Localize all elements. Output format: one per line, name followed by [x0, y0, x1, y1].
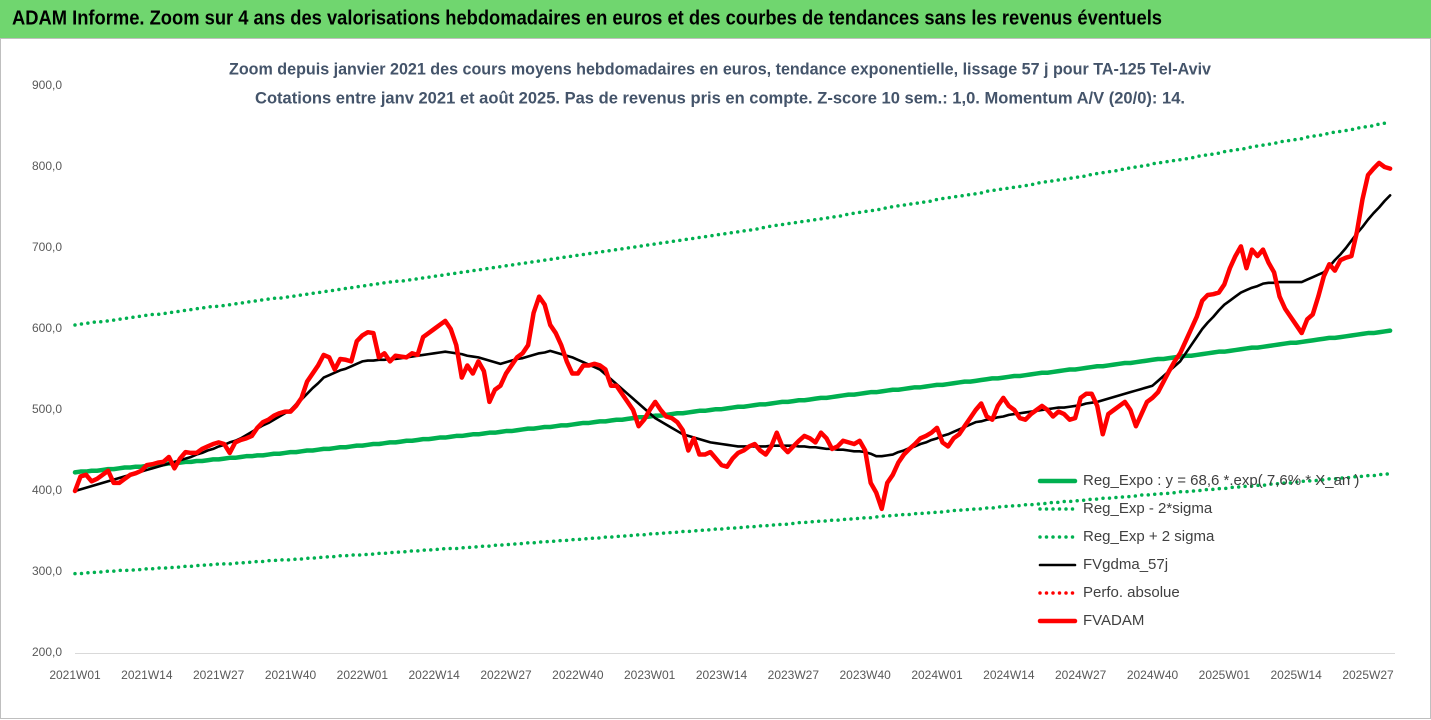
- x-tick-label: 2024W14: [983, 668, 1035, 682]
- legend-label: Reg_Expo : y = 68,6 *.exp( 7,6% * X_an ): [1083, 472, 1359, 489]
- series-line: [72, 160, 1393, 512]
- y-tick-label: 500,0: [32, 402, 62, 416]
- x-tick-label: 2025W01: [1199, 668, 1251, 682]
- x-tick-label: 2023W27: [768, 668, 820, 682]
- x-tick-label: 2025W27: [1342, 668, 1394, 682]
- legend-label: Perfo. absolue: [1083, 584, 1180, 601]
- y-tick-label: 300,0: [32, 564, 62, 578]
- chart-subtitle: Cotations entre janv 2021 et août 2025. …: [255, 88, 1185, 107]
- x-tick-label: 2024W27: [1055, 668, 1107, 682]
- y-tick-label: 700,0: [32, 240, 62, 254]
- x-tick-label: 2023W40: [839, 668, 891, 682]
- title-banner: [0, 0, 1431, 38]
- x-tick-label: 2021W01: [49, 668, 101, 682]
- legend-label: FVADAM: [1083, 612, 1144, 629]
- legend-label: Reg_Exp - 2*sigma: [1083, 500, 1213, 517]
- legend-label: Reg_Exp + 2 sigma: [1083, 528, 1215, 545]
- x-tick-label: 2021W14: [121, 668, 173, 682]
- chart-subtitle: Zoom depuis janvier 2021 des cours moyen…: [229, 59, 1212, 78]
- y-tick-label: 900,0: [32, 78, 62, 92]
- series-line: [73, 194, 1392, 493]
- chart-frame: [0, 38, 1431, 719]
- x-tick-label: 2021W40: [265, 668, 317, 682]
- y-tick-label: 200,0: [32, 645, 62, 659]
- x-tick-label: 2023W14: [696, 668, 748, 682]
- x-tick-label: 2021W27: [193, 668, 245, 682]
- x-tick-label: 2023W01: [624, 668, 676, 682]
- series-line: [72, 328, 1393, 475]
- legend-label: FVgdma_57j: [1083, 556, 1168, 573]
- x-tick-label: 2025W14: [1270, 668, 1322, 682]
- y-tick-label: 400,0: [32, 483, 62, 497]
- x-tick-label: 2024W40: [1127, 668, 1179, 682]
- x-tick-label: 2024W01: [911, 668, 963, 682]
- chart-title: ADAM Informe. Zoom sur 4 ans des valoris…: [12, 7, 1162, 29]
- x-tick-label: 2022W40: [552, 668, 604, 682]
- y-tick-label: 600,0: [32, 321, 62, 335]
- x-tick-label: 2022W14: [408, 668, 460, 682]
- x-tick-label: 2022W01: [337, 668, 389, 682]
- x-tick-label: 2022W27: [480, 668, 532, 682]
- series-line: [73, 120, 1392, 327]
- series-line: [73, 472, 1392, 576]
- y-tick-label: 800,0: [32, 159, 62, 173]
